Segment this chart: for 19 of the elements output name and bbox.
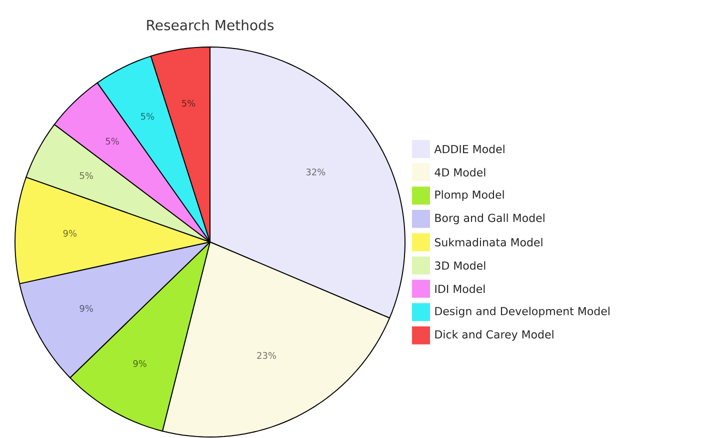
legend-label: Plomp Model: [435, 190, 504, 201]
data-label: 5%: [182, 100, 196, 107]
legend-label: Dick and Carey Model: [435, 330, 554, 341]
data-label: 5%: [140, 112, 154, 120]
legend-label: 4D Model: [434, 168, 486, 177]
legend-label: 3D Model: [435, 261, 486, 270]
legend-label: Borg and Gall Model: [435, 214, 544, 224]
data-label: 9%: [63, 230, 77, 237]
legend-label: Sukmadinata Model: [434, 238, 542, 246]
legend-label: ADDIE Model: [434, 144, 504, 154]
legend-label: Design and Development Model: [435, 306, 610, 318]
data-label: 5%: [80, 172, 93, 179]
data-label: 32%: [306, 168, 326, 176]
legend-label: IDI Model: [435, 284, 485, 294]
data-label: 9%: [80, 304, 93, 312]
data-label: 9%: [133, 360, 146, 367]
data-label: 23%: [257, 352, 276, 359]
data-label: 5%: [106, 138, 119, 145]
chart-title: Research Methods: [147, 20, 274, 30]
